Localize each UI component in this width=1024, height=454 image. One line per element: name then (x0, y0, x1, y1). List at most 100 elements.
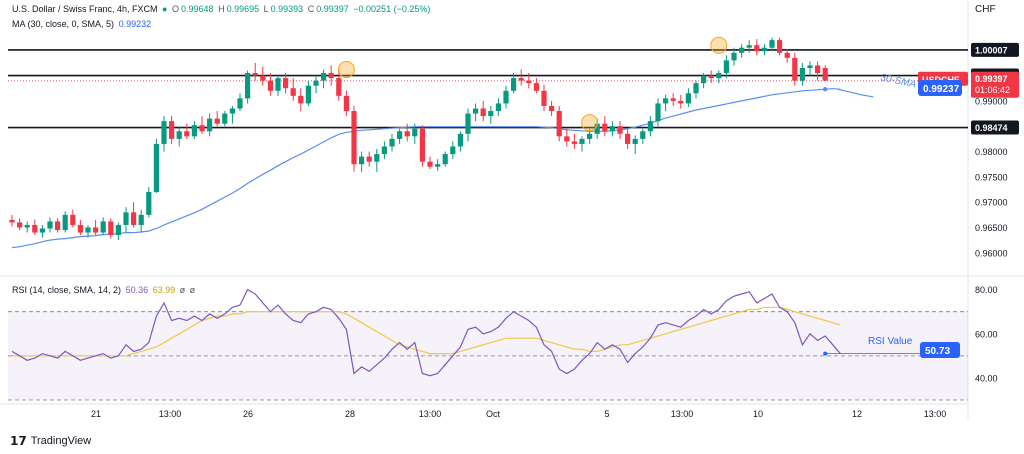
candle (123, 207, 129, 233)
open-label: O (172, 4, 180, 14)
rsi-value-1: 50.36 (125, 285, 149, 295)
candle-body (77, 224, 83, 233)
candle-body (191, 125, 197, 137)
candle-body (214, 118, 220, 124)
candle-body (503, 90, 509, 104)
candle (792, 52, 798, 86)
candle-body (275, 78, 281, 91)
candle-body (108, 221, 114, 236)
candle-body (663, 98, 669, 104)
candle-body (115, 224, 121, 236)
high-label: H (218, 4, 225, 14)
candle (488, 105, 494, 124)
candle (176, 126, 182, 147)
candle (701, 73, 707, 89)
candle-body (685, 93, 691, 104)
x-tick-label: 13:00 (924, 409, 947, 419)
candle (754, 39, 760, 56)
candle (511, 73, 517, 94)
candle (632, 135, 638, 155)
candle (587, 128, 593, 144)
candle (184, 123, 190, 139)
candle (85, 224, 91, 238)
candle (419, 125, 425, 167)
currency-label: CHF (975, 4, 996, 15)
candle-body (670, 98, 676, 101)
open-value: 0.99648 (181, 4, 214, 14)
candle-body (571, 141, 577, 144)
marker-circle-0 (710, 36, 728, 54)
candle-body (655, 103, 661, 122)
candle-body (381, 146, 387, 155)
candle-body (815, 65, 821, 74)
candle-body (784, 52, 790, 58)
candle-body (465, 113, 471, 134)
candle-body (640, 131, 646, 139)
candle (640, 128, 646, 144)
x-tick-label: 13:00 (159, 409, 182, 419)
candle (442, 151, 448, 167)
candle (769, 37, 775, 52)
rsi-legend[interactable]: RSI (14, close, SMA, 14, 2) 50.36 63.99 … (12, 285, 197, 295)
candle (359, 151, 365, 172)
marker-circle-2 (581, 114, 599, 132)
candle (328, 65, 334, 86)
candle-body (526, 80, 532, 84)
candle-body (389, 138, 395, 147)
candle-body (131, 212, 137, 225)
candle-body (222, 113, 228, 124)
tradingview-footer[interactable]: 𝟭𝟳 TradingView (10, 434, 91, 448)
candle (237, 93, 243, 112)
rsi-y-tick-label: 80.00 (975, 285, 998, 295)
candle-body (495, 103, 501, 112)
candle (161, 116, 167, 152)
current-price-bg (971, 71, 1019, 98)
symbol-title[interactable]: U.S. Dollar / Swiss Franc, 4h, FXCM (12, 4, 158, 14)
candle-body (343, 95, 349, 112)
candle-body (328, 73, 334, 79)
level-label-bg-0 (971, 42, 1019, 57)
candle (191, 121, 197, 139)
ma-value-label: 0.99237 (923, 84, 960, 95)
candle-body (442, 154, 448, 165)
x-tick-label: 5 (604, 409, 609, 419)
candle (678, 94, 684, 109)
candle (138, 209, 144, 233)
candle (153, 138, 159, 194)
candle (389, 133, 395, 152)
candle (731, 47, 737, 66)
candle (283, 73, 289, 94)
ma-value-bg (918, 80, 962, 96)
candle-body (799, 67, 805, 81)
ma-legend[interactable]: MA (30, close, 0, SMA, 5) 0.99232 (12, 19, 153, 29)
y-tick-label: 0.96000 (975, 248, 1008, 258)
countdown-label: 01:06:42 (975, 85, 1010, 95)
candle-body (336, 78, 342, 96)
candle-body (777, 40, 783, 53)
candle-body (602, 123, 608, 132)
candle (556, 105, 562, 142)
candle-body (62, 214, 68, 231)
candle (708, 70, 714, 84)
candle-body (169, 121, 175, 139)
candle-body (404, 131, 410, 137)
candle (465, 108, 471, 142)
y-tick-label: 0.96500 (975, 223, 1008, 233)
candle (625, 128, 631, 149)
candle-body (731, 52, 737, 61)
x-tick-label: 10 (753, 409, 763, 419)
close-label: C (307, 4, 315, 14)
level-label-2: 0.98474 (975, 123, 1008, 133)
candle (24, 221, 30, 233)
candle-body (93, 227, 99, 233)
rsi-value-3: ø (179, 285, 186, 295)
candle (685, 88, 691, 107)
candle (784, 49, 790, 63)
candle-body (305, 85, 311, 104)
candle (343, 90, 349, 117)
candle (655, 98, 661, 127)
candle (495, 98, 501, 117)
candle-body (769, 40, 775, 48)
candle (503, 85, 509, 109)
